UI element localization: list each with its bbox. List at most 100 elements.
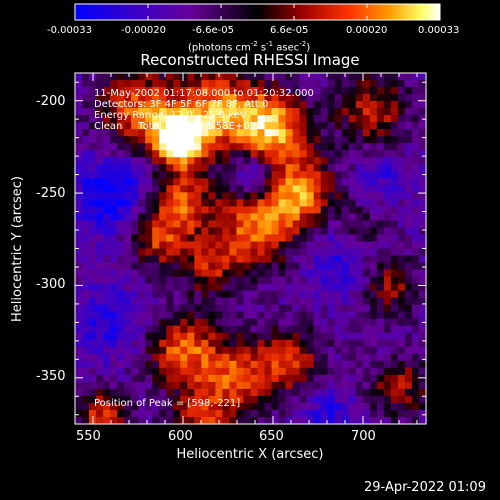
heatmap-cell bbox=[390, 115, 399, 123]
heatmap-cell bbox=[243, 241, 252, 250]
heatmap-cell bbox=[362, 80, 371, 88]
heatmap-cell bbox=[320, 367, 329, 376]
heatmap-cell bbox=[215, 101, 224, 109]
heatmap-cell bbox=[180, 241, 188, 250]
heatmap-cell bbox=[194, 213, 202, 222]
heatmap-cell bbox=[264, 206, 273, 214]
heatmap-cell bbox=[369, 262, 378, 271]
heatmap-cell bbox=[418, 227, 427, 236]
heatmap-cell bbox=[369, 234, 378, 243]
heatmap-cell bbox=[82, 157, 90, 165]
heatmap-cell bbox=[208, 255, 216, 264]
heatmap-cell bbox=[124, 164, 132, 172]
heatmap-cell bbox=[229, 269, 238, 278]
heatmap-cell bbox=[117, 185, 125, 193]
heatmap-cell bbox=[390, 80, 399, 88]
heatmap-cell bbox=[145, 416, 153, 425]
heatmap-cell bbox=[75, 269, 83, 278]
heatmap-cell bbox=[362, 367, 371, 376]
heatmap-cell bbox=[292, 318, 301, 327]
heatmap-cell bbox=[397, 157, 406, 165]
heatmap-cell bbox=[124, 80, 132, 88]
heatmap-cell bbox=[348, 332, 357, 341]
heatmap-cell bbox=[250, 150, 259, 158]
heatmap-cell bbox=[166, 416, 174, 425]
heatmap-cell bbox=[145, 164, 153, 172]
heatmap-cell bbox=[257, 108, 266, 116]
heatmap-cell bbox=[341, 381, 350, 390]
heatmap-cell bbox=[320, 122, 329, 130]
heatmap-cell bbox=[117, 402, 125, 411]
heatmap-cell bbox=[341, 234, 350, 243]
heatmap-cell bbox=[173, 122, 181, 130]
heatmap-cell bbox=[243, 269, 252, 278]
heatmap-cell bbox=[376, 164, 385, 172]
heatmap-cell bbox=[117, 94, 125, 102]
heatmap-cell bbox=[320, 311, 329, 320]
heatmap-cell bbox=[201, 353, 209, 362]
heatmap-cell bbox=[334, 143, 343, 151]
heatmap-cell bbox=[404, 241, 413, 250]
heatmap-cell bbox=[404, 402, 413, 411]
heatmap-cell bbox=[159, 325, 167, 334]
heatmap-cell bbox=[306, 241, 315, 250]
heatmap-cell bbox=[320, 143, 329, 151]
heatmap-cell bbox=[355, 80, 364, 88]
heatmap-cell bbox=[404, 108, 413, 116]
heatmap-cell bbox=[285, 80, 294, 88]
heatmap-cell bbox=[278, 241, 287, 250]
heatmap-cell bbox=[271, 199, 280, 207]
heatmap-cell bbox=[194, 395, 202, 404]
heatmap-cell bbox=[404, 122, 413, 130]
heatmap-cell bbox=[138, 94, 146, 102]
heatmap-cell bbox=[390, 87, 399, 95]
heatmap-cell bbox=[187, 80, 195, 88]
heatmap-cell bbox=[159, 367, 167, 376]
heatmap-cell bbox=[383, 220, 392, 229]
heatmap-cell bbox=[138, 150, 146, 158]
heatmap-cell bbox=[243, 115, 252, 123]
heatmap-cell bbox=[117, 157, 125, 165]
heatmap-cell bbox=[369, 80, 378, 88]
heatmap-cell bbox=[327, 178, 336, 186]
heatmap-cell bbox=[201, 255, 209, 264]
heatmap-cell bbox=[292, 367, 301, 376]
heatmap-cell bbox=[299, 213, 308, 222]
heatmap-cell bbox=[180, 374, 188, 383]
heatmap-cell bbox=[215, 395, 224, 404]
heatmap-cell bbox=[404, 101, 413, 109]
heatmap-cell bbox=[271, 220, 280, 229]
heatmap-cell bbox=[390, 381, 399, 390]
heatmap-cell bbox=[264, 353, 273, 362]
heatmap-cell bbox=[173, 360, 181, 369]
heatmap-cell bbox=[306, 346, 315, 355]
heatmap-cell bbox=[131, 164, 139, 172]
heatmap-cell bbox=[222, 234, 231, 243]
heatmap-cell bbox=[103, 192, 111, 200]
heatmap-cell bbox=[166, 164, 174, 172]
heatmap-cell bbox=[264, 241, 273, 250]
heatmap-cell bbox=[180, 297, 188, 306]
heatmap-cell bbox=[264, 178, 273, 186]
heatmap-cell bbox=[355, 276, 364, 285]
heatmap-cell bbox=[376, 234, 385, 243]
heatmap-cell bbox=[124, 297, 132, 306]
heatmap-cell bbox=[131, 339, 139, 348]
heatmap-cell bbox=[313, 353, 322, 362]
heatmap-cell bbox=[131, 108, 139, 116]
heatmap-cell bbox=[152, 325, 160, 334]
heatmap-cell bbox=[278, 346, 287, 355]
heatmap-cell bbox=[236, 164, 245, 172]
heatmap-cell bbox=[390, 304, 399, 313]
heatmap-cell bbox=[355, 185, 364, 193]
heatmap-cell bbox=[82, 213, 90, 222]
heatmap-cell bbox=[145, 409, 153, 418]
heatmap-cell bbox=[299, 325, 308, 334]
heatmap-cell bbox=[117, 206, 125, 214]
heatmap-cell bbox=[145, 143, 153, 151]
heatmap-cell bbox=[208, 318, 216, 327]
heatmap-cell bbox=[250, 318, 259, 327]
heatmap-cell bbox=[222, 101, 231, 109]
heatmap-cell bbox=[285, 283, 294, 292]
heatmap-cell bbox=[208, 311, 216, 320]
